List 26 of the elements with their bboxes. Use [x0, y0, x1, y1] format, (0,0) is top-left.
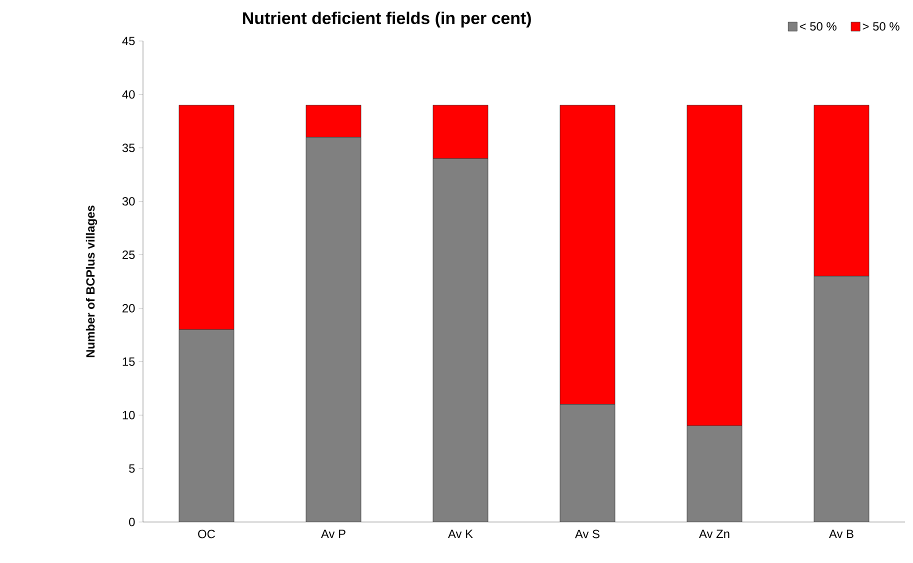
- y-tick-label: 30: [122, 197, 135, 206]
- legend-label: > 50 %: [862, 22, 900, 31]
- x-tick-label: Av P: [321, 530, 346, 538]
- y-tick-label: 40: [122, 90, 135, 99]
- x-tick-label: Av B: [829, 530, 854, 538]
- y-tick-label: 45: [122, 36, 135, 46]
- y-tick-label: 15: [122, 358, 135, 366]
- bar: [432, 158, 488, 522]
- y-tick-label: 25: [122, 250, 135, 259]
- legend-label: < 50 %: [800, 22, 836, 31]
- y-tick-label: 20: [122, 304, 135, 312]
- y-tick-label: 10: [122, 410, 135, 420]
- bar: [686, 426, 742, 522]
- x-tick-label: Av K: [448, 530, 473, 538]
- y-axis-title: Number of BCPlus villages: [86, 206, 98, 358]
- x-tick-label: Av S: [575, 530, 600, 538]
- x-tick-label: OC: [198, 530, 216, 538]
- bar: [306, 136, 362, 522]
- y-tick-label: 35: [122, 144, 135, 152]
- bar: [178, 329, 234, 522]
- y-tick-label: 0: [129, 518, 135, 526]
- chart-title: Nutrient deficient fields (in per cent): [243, 12, 531, 28]
- y-tick-label: 5: [129, 464, 135, 473]
- bar: [560, 404, 616, 522]
- bar: [814, 276, 870, 522]
- x-tick-label: Av Zn: [699, 530, 730, 538]
